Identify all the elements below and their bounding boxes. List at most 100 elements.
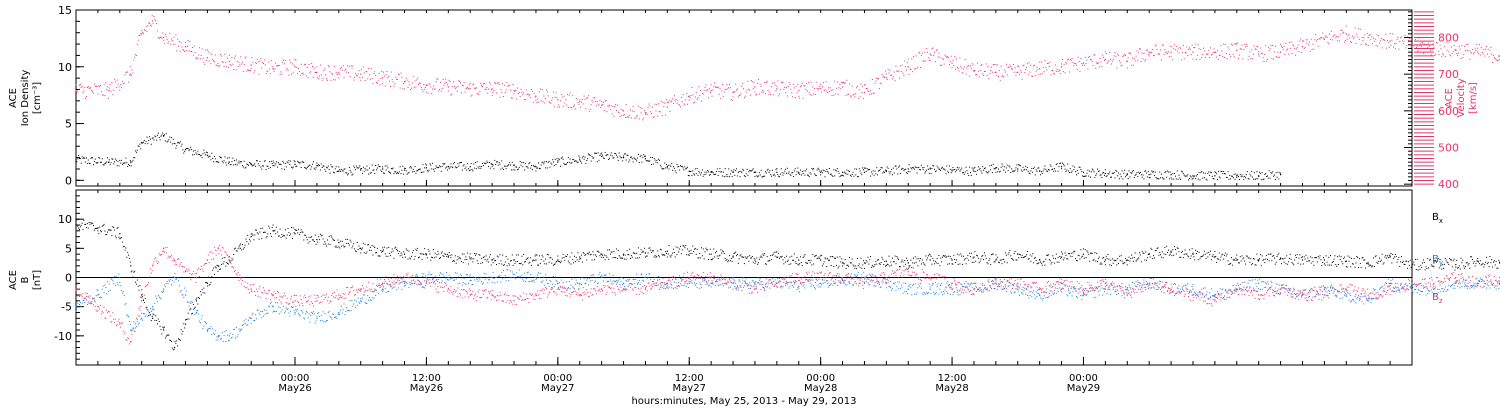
velocity-point bbox=[1243, 48, 1245, 50]
bx-point bbox=[863, 267, 865, 269]
density-point bbox=[1120, 176, 1122, 178]
velocity-point bbox=[530, 97, 532, 99]
bx-point bbox=[532, 259, 534, 261]
density-point bbox=[218, 161, 220, 163]
velocity-point bbox=[863, 98, 865, 100]
velocity-point bbox=[185, 41, 187, 43]
bx-point bbox=[298, 228, 300, 230]
density-point bbox=[1261, 172, 1263, 174]
velocity-point bbox=[985, 63, 987, 65]
bx-point bbox=[1073, 250, 1075, 252]
velocity-point bbox=[470, 95, 472, 97]
bx-point bbox=[1106, 258, 1108, 260]
velocity-point bbox=[346, 71, 348, 73]
density-point bbox=[336, 171, 338, 173]
density-point bbox=[93, 160, 95, 162]
bx-point bbox=[313, 240, 315, 242]
bx-point bbox=[484, 259, 486, 261]
bx-point bbox=[879, 263, 881, 265]
bx-point bbox=[142, 296, 144, 298]
density-point bbox=[402, 165, 404, 167]
velocity-point bbox=[890, 74, 892, 76]
density-point bbox=[227, 162, 229, 164]
velocity-point bbox=[639, 107, 641, 109]
density-point bbox=[790, 175, 792, 177]
velocity-point bbox=[1285, 42, 1287, 44]
bx-point bbox=[183, 323, 185, 325]
velocity-point bbox=[144, 30, 146, 32]
density-point bbox=[1255, 178, 1257, 180]
velocity-point bbox=[631, 110, 633, 112]
density-point bbox=[156, 139, 158, 141]
density-point bbox=[245, 166, 247, 168]
bx-point bbox=[159, 325, 161, 327]
velocity-point bbox=[1140, 60, 1142, 62]
density-point bbox=[953, 169, 955, 171]
velocity-point bbox=[212, 59, 214, 61]
velocity-tick-label: 600 bbox=[1438, 105, 1459, 118]
density-point bbox=[808, 176, 810, 178]
velocity-point bbox=[1461, 45, 1463, 47]
bx-point bbox=[1148, 253, 1150, 255]
bx-point bbox=[1061, 251, 1063, 253]
velocity-point bbox=[393, 85, 395, 87]
velocity-point bbox=[790, 88, 792, 90]
bx-point bbox=[284, 229, 286, 231]
density-point bbox=[1082, 175, 1084, 177]
velocity-point bbox=[758, 93, 760, 95]
density-point bbox=[818, 168, 820, 170]
velocity-point bbox=[670, 101, 672, 103]
density-point bbox=[1187, 174, 1189, 176]
velocity-point bbox=[677, 100, 679, 102]
velocity-point bbox=[656, 104, 658, 106]
density-point bbox=[391, 168, 393, 170]
bx-point bbox=[846, 264, 848, 266]
velocity-point bbox=[1111, 63, 1113, 65]
density-point bbox=[183, 152, 185, 154]
bx-point bbox=[111, 234, 113, 236]
bx-point bbox=[565, 255, 567, 257]
density-point bbox=[401, 169, 403, 171]
density-point bbox=[707, 170, 709, 172]
velocity-point bbox=[269, 73, 271, 75]
velocity-point bbox=[189, 41, 191, 43]
bx-point bbox=[1121, 260, 1123, 262]
bx-point bbox=[137, 285, 139, 287]
velocity-point bbox=[1425, 44, 1427, 46]
velocity-point bbox=[884, 70, 886, 72]
density-point bbox=[298, 162, 300, 164]
density-point bbox=[574, 160, 576, 162]
bx-point bbox=[75, 224, 77, 226]
bx-point bbox=[517, 254, 519, 256]
density-point bbox=[188, 150, 190, 152]
bx-point bbox=[462, 262, 464, 264]
bx-point bbox=[269, 227, 271, 229]
bx-point bbox=[579, 258, 581, 260]
bx-point bbox=[1279, 259, 1281, 261]
velocity-point bbox=[1160, 59, 1162, 61]
density-point bbox=[877, 174, 879, 176]
velocity-point bbox=[360, 73, 362, 75]
density-point bbox=[1132, 170, 1134, 172]
velocity-point bbox=[687, 96, 689, 98]
density-point bbox=[1038, 167, 1040, 169]
density-point bbox=[515, 166, 517, 168]
bx-point bbox=[788, 263, 790, 265]
velocity-point bbox=[502, 83, 504, 85]
velocity-point bbox=[821, 91, 823, 93]
bx-point bbox=[1197, 259, 1199, 261]
density-point bbox=[1036, 170, 1038, 172]
velocity-point bbox=[1037, 69, 1039, 71]
velocity-point bbox=[914, 68, 916, 70]
density-point bbox=[396, 172, 398, 174]
velocity-point bbox=[245, 56, 247, 58]
density-point bbox=[1248, 178, 1250, 180]
velocity-point bbox=[1075, 63, 1077, 65]
velocity-point bbox=[1271, 57, 1273, 59]
velocity-point bbox=[507, 85, 509, 87]
bx-point bbox=[420, 253, 422, 255]
density-point bbox=[189, 148, 191, 150]
density-point bbox=[456, 166, 458, 168]
velocity-point bbox=[1227, 46, 1229, 48]
velocity-point bbox=[1411, 44, 1413, 46]
